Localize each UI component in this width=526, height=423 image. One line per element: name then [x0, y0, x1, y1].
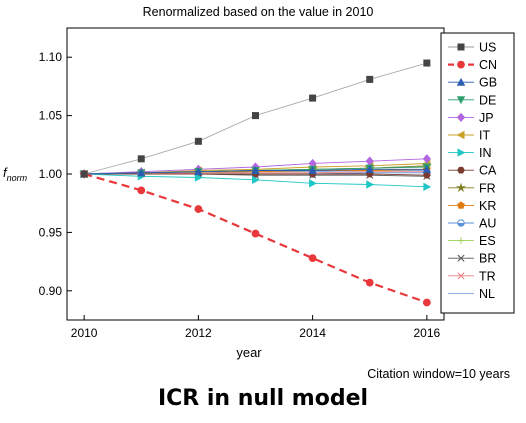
x-axis: 2010 2012 2014 2016 — [71, 315, 441, 340]
data-point-gb — [194, 167, 203, 176]
legend-marker-tr — [457, 272, 465, 280]
x-tick-label: 2016 — [414, 326, 441, 340]
data-point-us — [194, 137, 202, 145]
legend-item-tr: TR — [448, 269, 496, 283]
legend-marker-cn — [457, 60, 465, 69]
legend-marker-br — [457, 254, 465, 262]
y-axis: 0.90 0.95 1.00 1.05 1.10 — [39, 50, 72, 298]
legend-item-fr: FR — [448, 181, 496, 195]
data-point-gb — [308, 166, 317, 174]
data-point-in — [309, 179, 317, 188]
legend-label-au: AU — [479, 217, 496, 231]
legend-item-ca: CA — [448, 164, 497, 178]
series-line-cn — [83, 172, 428, 304]
legend-item-au: AU — [448, 217, 496, 231]
data-point-cn — [365, 278, 374, 287]
legend-label-in: IN — [479, 146, 492, 160]
legend-label-tr: TR — [479, 269, 496, 283]
y-tick-label: 1.00 — [39, 167, 63, 181]
legend-label-br: BR — [479, 252, 496, 266]
data-point-gb — [365, 164, 374, 173]
legend-label-es: ES — [479, 234, 496, 248]
legend-marker-fr — [455, 182, 467, 193]
legend-marker-de — [456, 96, 466, 105]
legend-item-br: BR — [448, 252, 496, 266]
legend-marker-in — [457, 148, 466, 157]
legend-item-cn: CN — [448, 58, 497, 72]
x-tick-label: 2014 — [299, 326, 326, 340]
x-axis-label: year — [236, 345, 262, 360]
data-point-us — [423, 59, 431, 67]
legend-item-de: DE — [448, 93, 496, 107]
marker-half — [457, 223, 465, 227]
plot-area — [79, 59, 432, 307]
legend-marker-es — [457, 237, 465, 244]
marker-stroke — [457, 254, 465, 262]
legend: US CN GB DE JP IT IN CA FR KR AU ES BR TR NL — [440, 32, 515, 314]
series-gb — [79, 164, 432, 178]
legend-item-in: IN — [448, 146, 492, 160]
chart-title: Renormalized based on the value in 2010 — [143, 5, 374, 19]
y-tick-label: 1.10 — [39, 50, 63, 64]
y-axis-label-main: f — [3, 165, 8, 180]
series-us — [80, 59, 431, 178]
legend-label-ca: CA — [479, 164, 497, 178]
legend-marker-ca — [457, 166, 465, 174]
data-point-gb — [422, 164, 432, 173]
y-axis-label: fnorm — [3, 165, 28, 183]
y-tick-label: 0.90 — [39, 284, 63, 298]
data-point-in — [194, 173, 203, 182]
data-point-us — [80, 170, 88, 178]
legend-label-nl: NL — [479, 287, 495, 301]
legend-item-us: US — [448, 41, 496, 55]
data-point-us — [252, 112, 260, 120]
legend-label-kr: KR — [479, 199, 496, 213]
data-point-cn — [137, 186, 146, 195]
data-point-gb — [137, 168, 146, 177]
legend-item-it: IT — [448, 129, 490, 143]
legend-item-kr: KR — [448, 199, 496, 213]
data-point-in — [366, 180, 375, 189]
legend-frame — [440, 32, 515, 314]
data-point-cn — [194, 205, 203, 213]
legend-marker-gb — [456, 77, 466, 86]
data-point-jp — [422, 154, 431, 164]
legend-item-nl: NL — [448, 287, 495, 301]
data-point-cn — [308, 254, 317, 262]
legend-label-us: US — [479, 41, 496, 55]
legend-label-jp: JP — [479, 111, 494, 125]
data-point-gb — [251, 166, 260, 174]
data-point-in — [252, 175, 260, 185]
data-point-in — [423, 182, 432, 192]
data-point-us — [366, 75, 374, 83]
chart: Renormalized based on the value in 2010 … — [3, 5, 515, 381]
data-point-us — [309, 94, 317, 102]
y-tick-label: 0.95 — [39, 225, 63, 239]
data-point-cn — [422, 298, 431, 307]
x-tick-label: 2010 — [71, 326, 98, 340]
legend-item-es: ES — [448, 234, 496, 248]
legend-label-cn: CN — [479, 58, 497, 72]
figure-caption: ICR in null model — [157, 386, 369, 411]
citation-window-note: Citation window=10 years — [367, 367, 510, 381]
legend-label-gb: GB — [479, 76, 497, 90]
legend-item-jp: JP — [448, 111, 494, 125]
data-point-us — [137, 155, 145, 163]
x-tick-label: 2012 — [185, 326, 212, 340]
series-cn — [80, 170, 431, 307]
legend-marker-jp — [456, 112, 466, 123]
legend-marker-au — [457, 219, 465, 227]
legend-item-gb: GB — [448, 76, 497, 90]
legend-label-it: IT — [479, 129, 490, 143]
data-point-cn — [251, 229, 260, 238]
legend-marker-kr — [457, 201, 465, 209]
marker-stroke — [457, 272, 465, 280]
legend-marker-it — [456, 130, 465, 140]
legend-label-de: DE — [479, 93, 496, 107]
y-tick-label: 1.05 — [39, 109, 63, 123]
legend-label-fr: FR — [479, 181, 496, 195]
legend-marker-us — [457, 43, 465, 51]
data-point-ca — [423, 171, 431, 179]
y-axis-label-subscript: norm — [7, 173, 28, 183]
